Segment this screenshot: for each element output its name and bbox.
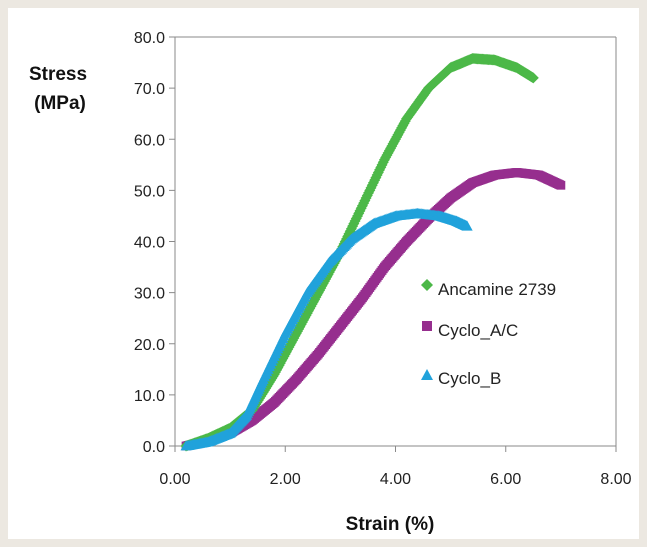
- x-ticks: 0.00 2.00 4.00 6.00 8.00: [159, 446, 632, 488]
- y-axis-title-line2: (MPa): [34, 93, 86, 114]
- y-tick-label: 50.0: [134, 183, 165, 200]
- x-tick-label: 4.00: [380, 471, 411, 488]
- data-point: [556, 180, 566, 190]
- y-ticks: 0.0 10.0 20.0 30.0 40.0 50.0 60.0 70.0 80.0: [134, 30, 175, 456]
- legend-label-cyclo-b: Cyclo_B: [438, 369, 501, 388]
- legend-label-ancamine: Ancamine 2739: [438, 280, 556, 299]
- x-tick-label: 0.00: [159, 471, 190, 488]
- x-tick-label: 8.00: [600, 471, 631, 488]
- series-ancamine-2739: [180, 52, 539, 452]
- legend-item-cyclo-ac: Cyclo_A/C: [422, 321, 518, 340]
- series-layer: [180, 52, 566, 452]
- legend-item-ancamine: Ancamine 2739: [421, 279, 556, 299]
- legend-marker-triangle: [421, 369, 433, 380]
- y-tick-label: 40.0: [134, 235, 165, 252]
- y-tick-label: 30.0: [134, 286, 165, 303]
- data-point: [527, 72, 539, 84]
- axes: [174, 36, 617, 447]
- legend-marker-square: [422, 321, 432, 331]
- y-tick-label: 0.0: [143, 439, 165, 456]
- data-point: [461, 220, 473, 231]
- y-tick-label: 60.0: [134, 132, 165, 149]
- x-tick-label: 2.00: [270, 471, 301, 488]
- legend: Ancamine 2739 Cyclo_A/C Cyclo_B: [421, 279, 556, 388]
- legend-label-cyclo-ac: Cyclo_A/C: [438, 321, 518, 340]
- y-tick-label: 10.0: [134, 388, 165, 405]
- legend-marker-diamond: [421, 279, 433, 291]
- series-cyclo-b: [180, 207, 473, 451]
- x-tick-label: 6.00: [490, 471, 521, 488]
- legend-item-cyclo-b: Cyclo_B: [421, 369, 501, 388]
- y-tick-label: 70.0: [134, 81, 165, 98]
- y-tick-label: 80.0: [134, 30, 165, 47]
- y-axis-title-line1: Stress: [29, 64, 87, 85]
- y-tick-label: 20.0: [134, 337, 165, 354]
- x-axis-title: Strain (%): [346, 514, 435, 535]
- series-cyclo-a-c: [181, 168, 566, 451]
